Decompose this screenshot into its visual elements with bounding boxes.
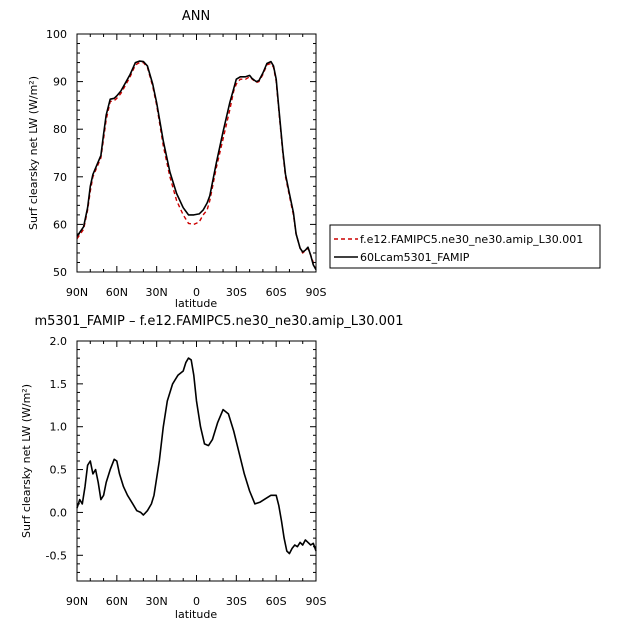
top-x-axis-ticks: 90N 60N 30N 0 30S 60S 90S [66, 34, 327, 299]
bottom-y-axis-ticks: 2.0 1.5 1.0 0.5 0.0 -0.5 [46, 335, 316, 582]
bottom-x-tick-label: 60S [266, 595, 287, 608]
top-y-tick-label: 100 [46, 28, 67, 41]
bottom-y-axis-label: Surf clearsky net LW (W/m²) [20, 384, 33, 538]
top-x-tick-label: 0 [193, 286, 200, 299]
bottom-y-tick-label: 2.0 [50, 335, 68, 348]
bottom-y-tick-label: 0.0 [50, 506, 68, 519]
bottom-plot-frame [76, 340, 317, 582]
legend-label-series-2: 60Lcam5301_FAMIP [360, 251, 470, 264]
top-series-line-2 [76, 60, 317, 270]
top-x-tick-label: 60N [106, 286, 128, 299]
top-x-tick-label: 60S [266, 286, 287, 299]
top-y-axis-ticks: 50 60 70 80 90 100 [46, 28, 316, 279]
top-x-tick-label: 90N [66, 286, 88, 299]
bottom-x-axis-label: latitude [175, 608, 217, 621]
bottom-y-tick-label: 0.5 [50, 464, 68, 477]
bottom-plot-lines [76, 357, 317, 555]
bottom-x-tick-label: 30N [146, 595, 168, 608]
bottom-x-tick-label: 30S [226, 595, 247, 608]
legend: f.e12.FAMIPC5.ne30_ne30.amip_L30.001 60L… [329, 224, 601, 269]
bottom-x-tick-label: 90N [66, 595, 88, 608]
legend-box [329, 224, 601, 269]
bottom-x-tick-label: 90S [306, 595, 327, 608]
top-series-line-1 [76, 61, 317, 267]
top-y-tick-label: 80 [53, 123, 67, 136]
top-x-axis-label: latitude [175, 297, 217, 310]
top-x-tick-label: 30N [146, 286, 168, 299]
top-y-tick-label: 70 [53, 171, 67, 184]
top-y-axis-label: Surf clearsky net LW (W/m²) [27, 76, 40, 230]
bottom-y-tick-label: 1.5 [50, 378, 68, 391]
top-y-tick-label: 90 [53, 76, 67, 89]
bottom-panel: m5301_FAMIP – f.e12.FAMIPC5.ne30_ne30.am… [20, 314, 403, 621]
bottom-x-tick-label: 0 [193, 595, 200, 608]
bottom-series-line-1 [76, 357, 317, 555]
top-plot-lines [76, 60, 317, 270]
legend-label-series-1: f.e12.FAMIPC5.ne30_ne30.amip_L30.001 [360, 233, 583, 246]
top-panel: ANN 90N 60N 30N 0 30S 60S 90S 50 60 70 80 90 100 la… [27, 9, 601, 310]
top-y-tick-label: 60 [53, 218, 67, 231]
top-x-tick-label: 30S [226, 286, 247, 299]
bottom-y-tick-label: 1.0 [50, 421, 68, 434]
bottom-title: m5301_FAMIP – f.e12.FAMIPC5.ne30_ne30.am… [35, 314, 404, 329]
bottom-x-tick-label: 60N [106, 595, 128, 608]
top-plot-frame [76, 33, 317, 273]
top-y-tick-label: 50 [53, 266, 67, 279]
bottom-y-tick-label: -0.5 [46, 549, 67, 562]
top-title: ANN [182, 9, 210, 24]
top-x-tick-label: 90S [306, 286, 327, 299]
bottom-x-axis-ticks: 90N 60N 30N 0 30S 60S 90S [66, 341, 327, 608]
